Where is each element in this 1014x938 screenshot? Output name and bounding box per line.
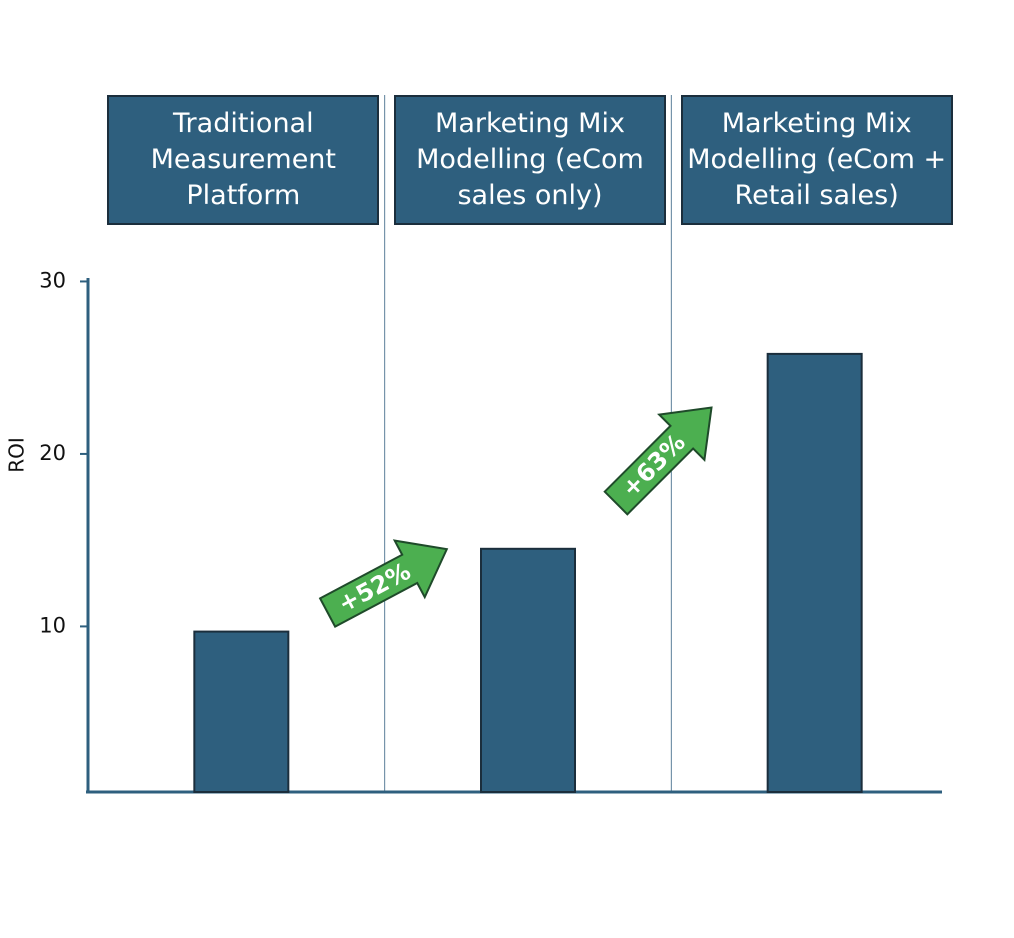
arrow-shape	[603, 406, 713, 516]
bar	[480, 547, 576, 793]
y-tick-label: 30	[39, 268, 66, 292]
y-tick-label: 20	[39, 441, 66, 465]
arrow-shape	[318, 539, 449, 628]
annotation-arrow: +63%	[603, 406, 713, 516]
category-header: Marketing Mix Modelling (eCom + Retail s…	[680, 95, 953, 225]
y-axis-label: ROI	[5, 437, 29, 473]
y-tick-label: 10	[39, 613, 66, 637]
annotation-arrow: +52%	[318, 539, 449, 628]
annotation-label: +63%	[616, 428, 691, 503]
annotation-label: +52%	[334, 557, 416, 618]
category-header: Traditional Measurement Platform	[107, 95, 380, 225]
category-header: Marketing Mix Modelling (eCom sales only…	[394, 95, 666, 225]
bar	[193, 630, 290, 793]
bar	[766, 352, 863, 793]
